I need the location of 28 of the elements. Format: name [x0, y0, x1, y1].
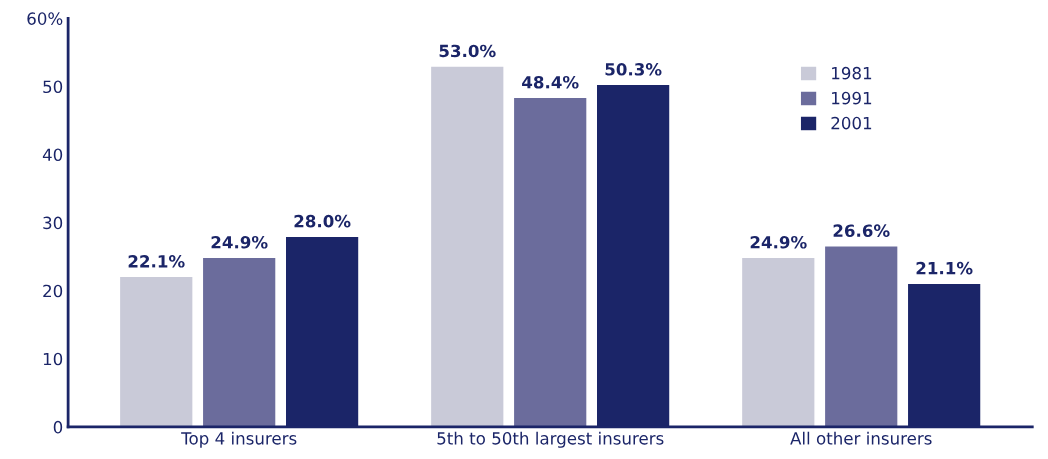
data-label: 26.6% [833, 224, 890, 237]
y-tick-label: 60% [27, 12, 63, 25]
data-label: 50.3% [605, 63, 662, 76]
data-label: 22.1% [128, 255, 185, 268]
bar [118, 275, 194, 427]
bar [823, 245, 899, 427]
y-tick-label: 10 [43, 352, 63, 366]
bar [201, 256, 277, 427]
legend-label: 1991 [832, 91, 872, 105]
y-tick-label: 0 [53, 420, 63, 434]
bar [740, 256, 816, 427]
y-tick-label: 20 [43, 284, 63, 298]
data-label: 28.0% [294, 214, 351, 228]
data-label: 24.9% [750, 235, 807, 249]
data-label: 21.1% [916, 261, 973, 275]
y-tick-label: 30 [43, 216, 63, 230]
data-label: 24.9% [211, 235, 268, 249]
x-tick-label: Top 4 insurers [181, 431, 297, 448]
bar [429, 65, 505, 427]
x-tick-label: 5th to 50th largest insurers [437, 431, 664, 448]
x-tick-label: All other insurers [790, 431, 932, 445]
data-label: 53.0% [439, 44, 496, 58]
legend-label: 2001 [831, 116, 872, 130]
y-tick-label: 40 [42, 148, 63, 162]
legend-label: 1981 [832, 66, 872, 80]
y-tick-label: 50 [43, 80, 63, 94]
data-label: 48.4% [522, 75, 579, 89]
bar [512, 96, 588, 427]
